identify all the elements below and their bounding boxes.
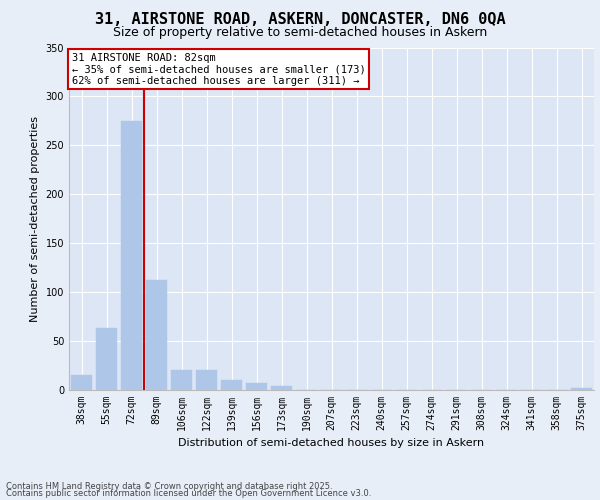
Bar xyxy=(96,328,117,390)
Text: 31, AIRSTONE ROAD, ASKERN, DONCASTER, DN6 0QA: 31, AIRSTONE ROAD, ASKERN, DONCASTER, DN… xyxy=(95,12,505,28)
Text: Contains public sector information licensed under the Open Government Licence v3: Contains public sector information licen… xyxy=(6,488,371,498)
Bar xyxy=(171,370,192,390)
Text: Size of property relative to semi-detached houses in Askern: Size of property relative to semi-detach… xyxy=(113,26,487,39)
Text: 31 AIRSTONE ROAD: 82sqm
← 35% of semi-detached houses are smaller (173)
62% of s: 31 AIRSTONE ROAD: 82sqm ← 35% of semi-de… xyxy=(71,52,365,86)
Bar xyxy=(271,386,292,390)
Y-axis label: Number of semi-detached properties: Number of semi-detached properties xyxy=(30,116,40,322)
Bar xyxy=(71,376,92,390)
Bar xyxy=(146,280,167,390)
Bar xyxy=(196,370,217,390)
Bar xyxy=(571,388,592,390)
Bar xyxy=(221,380,242,390)
Text: Contains HM Land Registry data © Crown copyright and database right 2025.: Contains HM Land Registry data © Crown c… xyxy=(6,482,332,491)
X-axis label: Distribution of semi-detached houses by size in Askern: Distribution of semi-detached houses by … xyxy=(178,438,485,448)
Bar xyxy=(246,383,267,390)
Bar xyxy=(121,121,142,390)
